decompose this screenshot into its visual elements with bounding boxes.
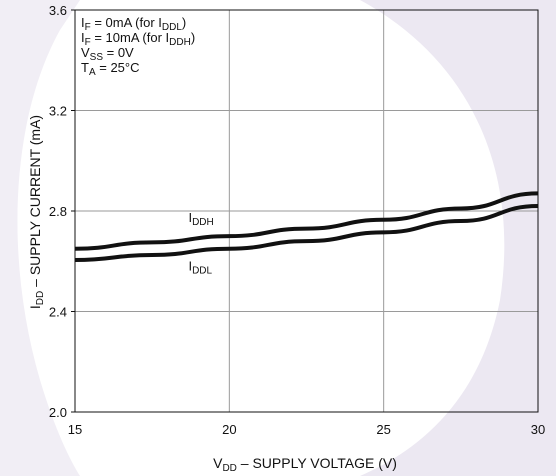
condition-line: IF = 10mA (for IDDH) — [81, 30, 195, 48]
condition-line: TA = 25°C — [81, 60, 140, 78]
x-tick-label: 30 — [531, 422, 545, 437]
series-group — [74, 191, 539, 262]
series-labels: IDDH IDDL — [188, 210, 213, 277]
y-tick-label: 2.0 — [49, 405, 67, 420]
condition-line: VSS = 0V — [81, 45, 134, 63]
series-line-iddl — [74, 203, 539, 262]
y-axis-label: IDD – SUPPLY CURRENT (mA) — [27, 115, 46, 309]
y-tick-label: 3.2 — [49, 104, 67, 119]
plot-frame — [74, 9, 539, 413]
x-tick-label: 20 — [222, 422, 236, 437]
x-tick-label: 15 — [68, 422, 82, 437]
x-tick-label: 25 — [376, 422, 390, 437]
x-tick-labels: 15 20 25 30 — [68, 422, 545, 437]
y-tick-label: 3.6 — [49, 3, 67, 18]
condition-line: IF = 0mA (for IDDL) — [81, 15, 186, 33]
series-label-iddh: IDDH — [188, 210, 213, 228]
x-axis-label: VDD – SUPPLY VOLTAGE (V) — [213, 455, 397, 474]
y-tick-label: 2.8 — [49, 204, 67, 219]
y-tick-label: 2.4 — [49, 305, 67, 320]
series-line-iddh — [74, 191, 539, 251]
series-label-iddl: IDDL — [188, 259, 212, 277]
test-conditions: IF = 0mA (for IDDL)IF = 10mA (for IDDH)V… — [81, 15, 195, 78]
y-tick-labels: 2.0 2.4 2.8 3.2 3.6 — [49, 3, 67, 420]
